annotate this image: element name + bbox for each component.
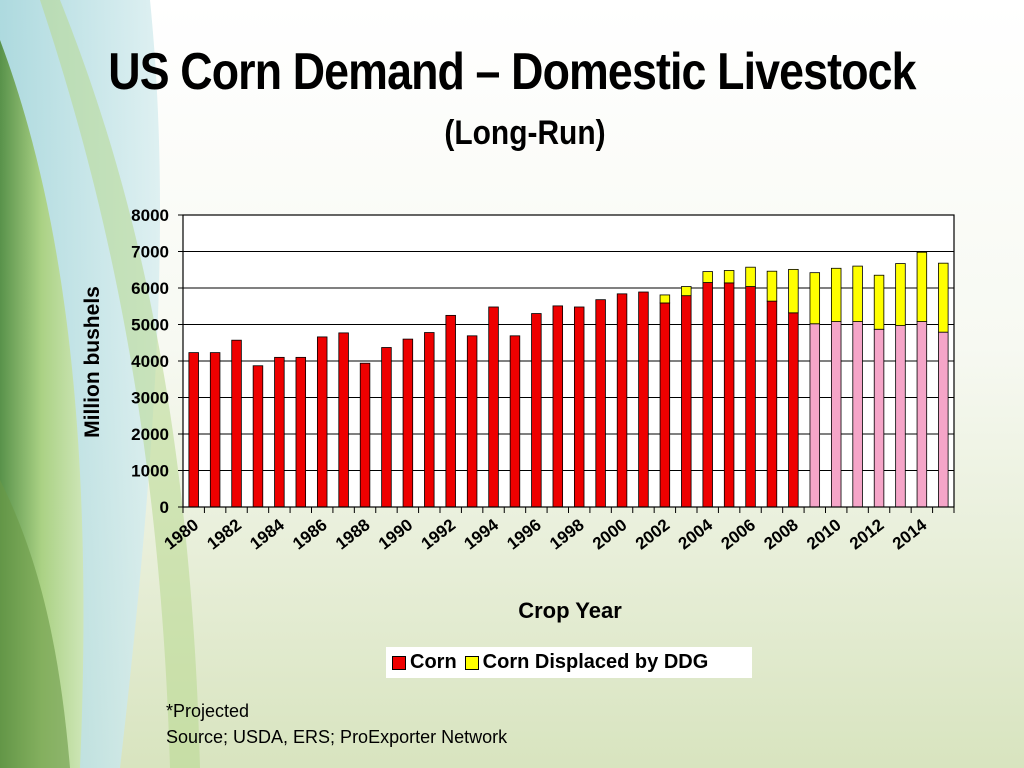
- bar-corn: [359, 362, 371, 508]
- x-tick-label: 1998: [546, 515, 588, 553]
- bar-corn: [659, 302, 671, 508]
- bar-ddg: [681, 286, 692, 297]
- bar-corn: [852, 321, 863, 508]
- bar-corn: [445, 314, 456, 508]
- x-tick-label: 2006: [717, 515, 759, 553]
- bar-corn: [745, 286, 756, 508]
- x-tick-label: 1990: [375, 515, 417, 553]
- bar-corn: [552, 305, 564, 508]
- x-tick-label: 1992: [418, 515, 460, 553]
- bar-ddg: [702, 271, 713, 283]
- bar-corn: [424, 332, 435, 508]
- bar-corn: [188, 352, 199, 508]
- legend-item-ddg: Corn Displaced by DDG: [464, 651, 709, 674]
- bar-corn: [338, 332, 349, 508]
- x-tick-label: 1996: [503, 515, 545, 553]
- bar-ddg: [938, 262, 949, 333]
- bar-corn: [509, 335, 521, 508]
- legend-item-corn: Corn: [392, 651, 457, 674]
- y-tick-label: 7000: [131, 243, 169, 262]
- bar-ddg: [852, 265, 863, 322]
- x-tick-label: 2010: [803, 515, 845, 553]
- bar-ddg: [916, 251, 928, 322]
- bar-corn: [702, 282, 713, 508]
- legend-label-corn: Corn: [410, 651, 457, 673]
- bar-ddg: [809, 272, 821, 325]
- x-tick-label: 2000: [589, 515, 631, 553]
- x-tick-label: 2012: [846, 515, 888, 553]
- bar-ddg: [788, 268, 799, 314]
- bar-corn: [830, 321, 842, 508]
- x-tick-label: 2002: [632, 515, 674, 553]
- x-axis-label: Crop Year: [518, 598, 622, 623]
- x-tick-label: 1986: [289, 515, 331, 553]
- bar-ddg: [873, 274, 885, 330]
- bar-corn: [274, 356, 285, 508]
- note-source: Source; USDA, ERS; ProExporter Network: [166, 727, 508, 747]
- bar-ddg: [723, 270, 735, 284]
- bar-ddg: [745, 266, 756, 287]
- bar-corn: [766, 300, 778, 508]
- y-tick-label: 0: [160, 498, 169, 517]
- y-axis-label: Million bushels: [81, 286, 104, 438]
- slide-title: US Corn Demand – Domestic Livestock: [108, 43, 916, 101]
- bar-corn: [209, 352, 221, 508]
- bar-ddg: [895, 263, 906, 326]
- y-tick-label: 3000: [131, 389, 169, 408]
- bar-ddg: [766, 270, 778, 302]
- footnotes: *Projected Source; USDA, ERS; ProExporte…: [166, 698, 507, 750]
- bar-corn: [316, 336, 328, 508]
- bar-corn: [895, 325, 906, 508]
- bar-corn: [723, 282, 735, 508]
- bar-corn: [788, 312, 799, 508]
- note-projected: *Projected: [166, 701, 250, 721]
- legend-label-ddg: Corn Displaced by DDG: [482, 651, 709, 673]
- x-tick-label: 1988: [332, 515, 374, 553]
- bar-corn: [402, 338, 414, 508]
- x-tick-label: 1980: [161, 515, 203, 553]
- legend-swatch-corn: [392, 655, 406, 670]
- x-tick-label: 2004: [675, 515, 717, 554]
- bar-corn: [295, 356, 307, 508]
- x-tick-label: 2014: [889, 515, 931, 554]
- y-tick-label: 4000: [131, 352, 169, 371]
- y-tick-label: 5000: [131, 316, 169, 335]
- bar-corn: [916, 321, 928, 508]
- legend-swatch-ddg: [464, 655, 479, 670]
- y-tick-label: 6000: [131, 279, 169, 298]
- bar-corn: [938, 331, 949, 508]
- slide-subtitle: (Long-Run): [444, 114, 606, 152]
- bar-corn: [252, 365, 264, 508]
- bar-corn: [381, 347, 392, 508]
- bar-corn: [231, 339, 242, 508]
- x-tick-label: 1984: [246, 515, 288, 554]
- x-tick-label: 1982: [203, 515, 245, 553]
- x-tick-label: 1994: [460, 515, 502, 554]
- bar-corn: [573, 306, 585, 508]
- bar-corn: [809, 323, 821, 508]
- bar-corn: [488, 306, 499, 508]
- bar-corn: [466, 335, 478, 508]
- y-tick-label: 2000: [131, 425, 169, 444]
- x-tick-label: 2008: [760, 515, 802, 553]
- bar-corn: [616, 293, 628, 508]
- chart-legend: Corn Corn Displaced by DDG: [386, 647, 752, 678]
- bar-corn: [531, 313, 542, 508]
- bar-ddg: [830, 267, 842, 322]
- y-tick-label: 1000: [131, 462, 169, 481]
- bar-corn: [873, 328, 885, 508]
- bar-ddg: [659, 294, 671, 304]
- bar-corn: [681, 295, 692, 508]
- bar-corn: [595, 299, 606, 508]
- y-tick-label: 8000: [131, 206, 169, 225]
- bar-corn: [638, 291, 649, 508]
